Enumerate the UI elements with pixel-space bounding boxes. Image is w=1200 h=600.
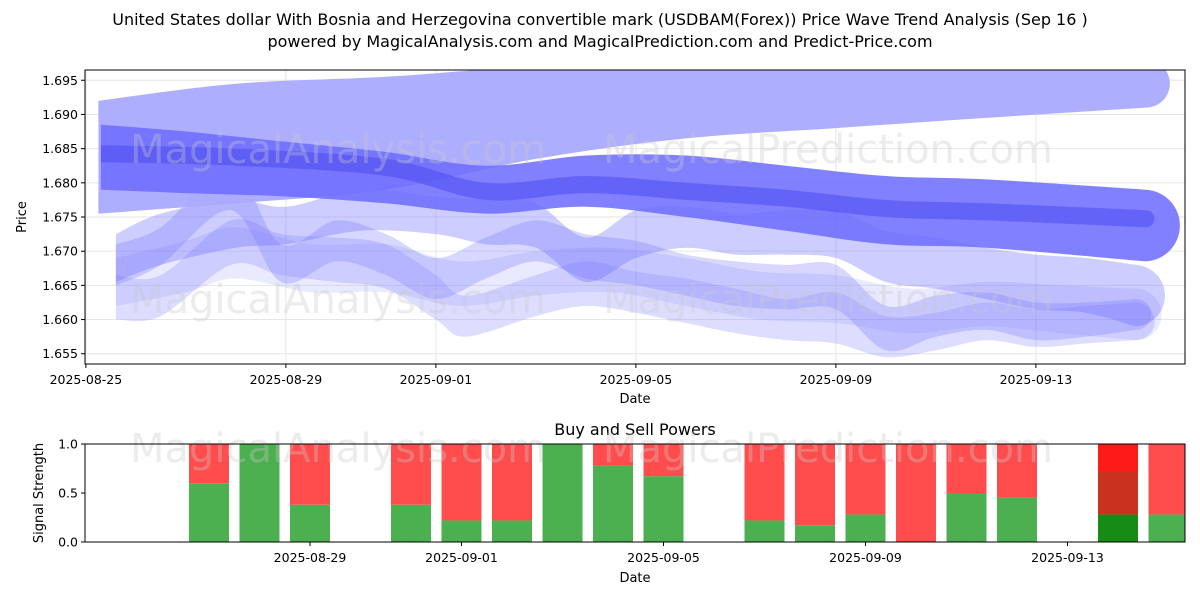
sell-bar: [946, 444, 987, 493]
price-panel: MagicalAnalysis.com MagicalPrediction.co…: [15, 69, 1186, 407]
power-y-label: Signal Strength: [32, 443, 47, 543]
sell-bar-overlay: [1098, 471, 1138, 515]
chart-subtitle: powered by MagicalAnalysis.com and Magic…: [267, 32, 933, 51]
power-xtick-label: 2025-09-01: [425, 550, 498, 565]
price-waves: [98, 70, 1180, 358]
wave-band: [115, 218, 1155, 358]
sell-bar-strong: [1098, 444, 1138, 472]
sell-bar: [795, 444, 835, 526]
price-ytick-label: 1.655: [42, 346, 78, 361]
power-ytick-label: 0.5: [58, 486, 78, 501]
buy-bar: [593, 465, 633, 542]
power-ytick-label: 1.0: [58, 437, 78, 452]
sell-bar: [391, 444, 431, 505]
buy-bar: [643, 476, 684, 542]
price-xtick-label: 2025-09-13: [1000, 372, 1073, 387]
sell-bar: [290, 444, 330, 505]
buy-bar: [845, 514, 886, 542]
wave-band: [115, 168, 1152, 352]
buy-bar: [542, 444, 583, 542]
power-axes: 0.0 0.5 1.0 2025-08-29 2025-09-01 2025-09-05 2…: [58, 437, 1104, 566]
power-panel: Buy and Sell Powers MagicalAnalysis.com …: [32, 420, 1186, 586]
watermark-prediction-top: MagicalPrediction.com: [603, 127, 1053, 173]
chart-title: United States dollar With Bosnia and Her…: [112, 10, 1088, 29]
buy-bar: [997, 497, 1037, 542]
sell-bar: [492, 444, 532, 521]
price-x-label: Date: [619, 392, 650, 407]
buy-bar: [290, 504, 330, 542]
power-ytick-label: 0.0: [58, 535, 78, 550]
sell-bar: [593, 444, 633, 466]
price-ytick-label: 1.680: [42, 175, 78, 190]
watermark-analysis-mid: MagicalAnalysis.com: [130, 277, 546, 323]
price-ytick-label: 1.675: [42, 210, 78, 225]
buy-bar: [795, 525, 835, 542]
wave-band: [100, 145, 1155, 228]
sell-bar: [896, 444, 936, 542]
price-xtick-label: 2025-09-09: [800, 372, 873, 387]
sell-bar: [845, 444, 886, 515]
buy-bar: [1098, 514, 1138, 542]
price-xtick-label: 2025-08-25: [50, 372, 123, 387]
power-xtick-label: 2025-09-05: [627, 550, 700, 565]
power-xtick-label: 2025-09-09: [829, 550, 902, 565]
power-xtick-label: 2025-08-29: [274, 550, 347, 565]
buy-bar: [946, 493, 987, 542]
price-xtick-label: 2025-09-01: [400, 372, 473, 387]
price-axes: 1.655 1.660 1.665 1.670 1.675 1.680 1.685 1.690…: [42, 73, 1072, 387]
buy-bar: [492, 520, 532, 542]
sell-bar: [441, 444, 482, 521]
price-ytick-label: 1.685: [42, 141, 78, 156]
buy-bar: [239, 444, 280, 542]
sell-bar: [643, 444, 684, 477]
price-ytick-label: 1.690: [42, 107, 78, 122]
buy-bar: [744, 520, 785, 542]
price-ytick-label: 1.695: [42, 73, 78, 88]
wave-band: [115, 227, 1162, 341]
wave-band: [115, 189, 1165, 327]
price-xtick-label: 2025-08-29: [250, 372, 323, 387]
power-bars: [189, 444, 1185, 542]
buy-bar: [1148, 514, 1185, 542]
power-x-label: Date: [619, 571, 650, 586]
watermark-prediction-bars: MagicalPrediction.com: [603, 426, 1053, 472]
power-title: Buy and Sell Powers: [554, 420, 716, 439]
price-ytick-label: 1.660: [42, 312, 78, 327]
price-xtick-label: 2025-09-05: [600, 372, 673, 387]
watermark-prediction-mid: MagicalPrediction.com: [603, 277, 1053, 323]
sell-bar: [744, 444, 785, 521]
watermark-analysis-bars: MagicalAnalysis.com: [130, 426, 546, 472]
sell-bar: [189, 444, 229, 484]
price-ytick-label: 1.670: [42, 244, 78, 259]
sell-bar: [1148, 444, 1185, 515]
price-y-label: Price: [15, 201, 30, 233]
buy-bar: [391, 504, 431, 542]
buy-bar: [441, 520, 482, 542]
price-ytick-label: 1.665: [42, 278, 78, 293]
power-xtick-label: 2025-09-13: [1031, 550, 1104, 565]
watermark-analysis-top: MagicalAnalysis.com: [130, 127, 546, 173]
buy-bar: [189, 483, 229, 542]
sell-bar: [997, 444, 1037, 498]
